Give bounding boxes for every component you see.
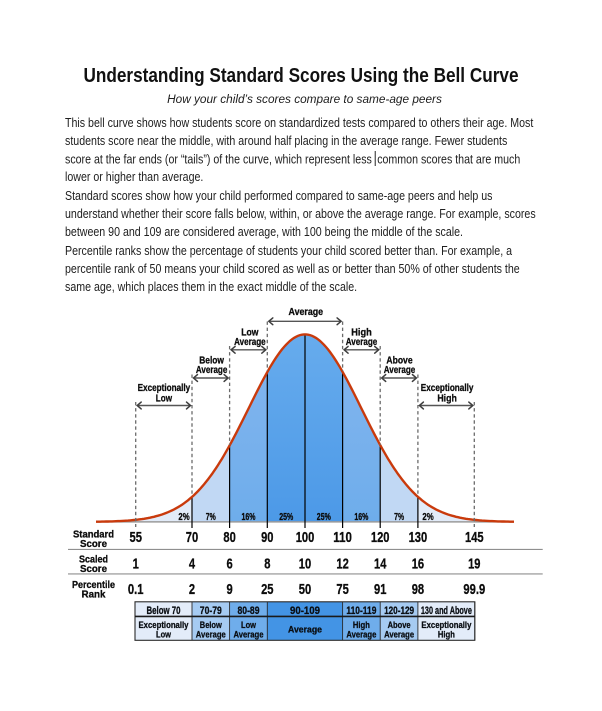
svg-text:55: 55 (130, 529, 142, 546)
svg-text:120: 120 (371, 529, 390, 546)
svg-text:Average: Average (346, 337, 378, 348)
svg-text:Average: Average (288, 624, 322, 635)
svg-text:Low: Low (156, 629, 171, 640)
svg-text:Low: Low (241, 327, 258, 338)
svg-text:Above: Above (386, 355, 413, 366)
svg-text:16: 16 (412, 556, 424, 573)
svg-text:Exceptionally: Exceptionally (421, 620, 472, 631)
svg-text:7%: 7% (394, 512, 404, 523)
svg-text:Exceptionally: Exceptionally (421, 383, 474, 394)
svg-text:25%: 25% (279, 512, 293, 523)
svg-text:Average: Average (384, 365, 416, 376)
svg-text:Exceptionally: Exceptionally (139, 620, 190, 631)
svg-text:4: 4 (189, 556, 196, 573)
svg-text:Average: Average (384, 629, 414, 640)
svg-text:130: 130 (409, 529, 428, 546)
svg-text:Below 70: Below 70 (147, 605, 181, 617)
svg-text:50: 50 (299, 581, 311, 598)
svg-text:Below: Below (199, 355, 224, 366)
svg-text:Average: Average (289, 307, 324, 318)
svg-text:110-119: 110-119 (346, 605, 376, 617)
svg-text:25: 25 (261, 581, 273, 598)
svg-text:2%: 2% (422, 512, 433, 523)
svg-text:91: 91 (374, 581, 386, 598)
svg-text:12: 12 (336, 556, 348, 573)
svg-text:8: 8 (264, 556, 270, 573)
svg-text:High: High (437, 394, 457, 405)
svg-text:Exceptionally: Exceptionally (138, 383, 191, 394)
svg-text:99.9: 99.9 (463, 581, 485, 598)
svg-text:19: 19 (468, 556, 480, 573)
svg-text:Average: Average (196, 629, 226, 640)
svg-text:2%: 2% (178, 512, 189, 523)
svg-text:Rank: Rank (82, 590, 106, 601)
svg-text:Average: Average (196, 365, 228, 376)
svg-text:Scaled: Scaled (79, 554, 108, 565)
svg-text:High: High (351, 327, 372, 338)
svg-text:110: 110 (333, 529, 352, 546)
svg-text:Score: Score (80, 539, 107, 550)
svg-text:25%: 25% (317, 512, 331, 523)
svg-text:0.1: 0.1 (128, 581, 144, 598)
svg-text:80-89: 80-89 (238, 605, 260, 617)
svg-text:Standard: Standard (73, 529, 114, 540)
svg-text:80: 80 (223, 529, 235, 546)
svg-text:90: 90 (261, 529, 273, 546)
svg-text:145: 145 (465, 529, 484, 546)
svg-text:7%: 7% (206, 512, 216, 523)
svg-text:16%: 16% (242, 512, 256, 523)
svg-text:70-79: 70-79 (200, 605, 222, 617)
svg-text:Low: Low (156, 394, 172, 405)
svg-text:9: 9 (227, 581, 233, 598)
svg-text:Below: Below (200, 620, 222, 631)
svg-text:Low: Low (241, 620, 256, 631)
svg-text:Percentile: Percentile (72, 580, 115, 591)
svg-text:70: 70 (186, 529, 198, 546)
svg-text:2: 2 (189, 581, 195, 598)
svg-text:10: 10 (299, 556, 311, 573)
svg-text:130 and Above: 130 and Above (421, 605, 472, 617)
svg-text:High: High (438, 629, 455, 640)
svg-text:Average: Average (346, 629, 376, 640)
svg-text:98: 98 (412, 581, 424, 598)
svg-text:16%: 16% (354, 512, 368, 523)
svg-text:Average: Average (234, 629, 264, 640)
svg-text:120-129: 120-129 (384, 605, 414, 617)
svg-text:1: 1 (133, 556, 139, 573)
svg-text:100: 100 (296, 529, 315, 546)
svg-text:6: 6 (227, 556, 233, 573)
svg-text:Above: Above (388, 620, 411, 631)
svg-text:Score: Score (80, 564, 107, 575)
svg-text:90-109: 90-109 (290, 605, 320, 617)
svg-text:14: 14 (374, 556, 387, 573)
svg-text:Average: Average (234, 337, 266, 348)
svg-text:High: High (353, 620, 370, 631)
svg-text:75: 75 (336, 581, 348, 598)
